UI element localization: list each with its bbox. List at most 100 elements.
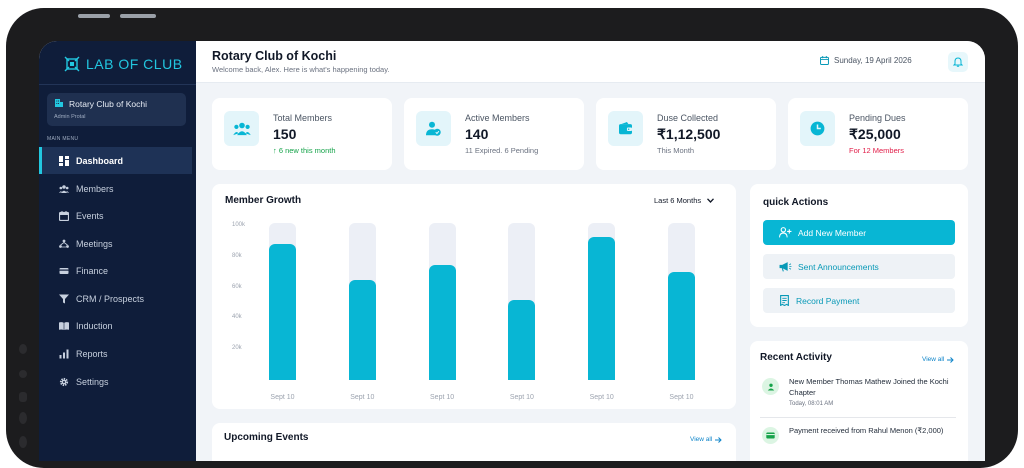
finance-icon [59, 267, 69, 274]
x-tick-label: Sept 10 [430, 394, 455, 401]
sidebar-item-reports[interactable]: Reports [39, 340, 192, 367]
sidebar-item-label: Events [76, 210, 104, 221]
bar[interactable] [668, 272, 695, 380]
events-icon [59, 210, 69, 221]
quick-actions-card: quick Actions Add New Member Sent Announ… [750, 184, 968, 327]
chevron-down-icon [707, 198, 715, 203]
device-button [19, 370, 27, 378]
sidebar-item-label: Induction [76, 320, 113, 331]
x-tick-label: Sept 10 [589, 394, 614, 401]
activity-time: Today, 08:01 AM [789, 401, 834, 407]
members-icon [224, 111, 259, 146]
club-switcher[interactable]: Rotary Club of Kochi Admin Protal [47, 93, 186, 126]
view-all-label: View all [690, 436, 713, 443]
device-button [19, 436, 27, 448]
view-all-label: View all [922, 356, 945, 363]
notifications-button[interactable] [948, 52, 968, 72]
stat-label: Active Members [465, 113, 530, 123]
sidebar-item-label: Reports [76, 348, 108, 359]
chart-title: Member Growth [225, 195, 302, 206]
page-title: Rotary Club of Kochi [212, 49, 337, 63]
recent-activity-card: Recent Activity View all New Member Thom… [750, 341, 968, 461]
sidebar-item-finance[interactable]: Finance [39, 257, 192, 284]
funnel-icon [59, 294, 69, 303]
device-camera-bar [120, 14, 156, 18]
x-tick-label: Sept 10 [509, 394, 534, 401]
logo-icon [64, 56, 80, 72]
user-icon [762, 378, 779, 395]
y-tick-label: 40k [232, 314, 242, 321]
record-payment-button[interactable]: Record Payment [763, 288, 955, 313]
page-subtitle: Welcome back, Alex. Here is what's happe… [212, 65, 390, 74]
sidebar-item-meetings[interactable]: Meetings [39, 230, 192, 257]
sidebar-item-crm-prospects[interactable]: CRM / Prospects [39, 285, 192, 312]
stat-value: 140 [465, 126, 489, 142]
y-tick-label: 60k [232, 283, 242, 290]
sidebar-item-settings[interactable]: Settings [39, 368, 192, 395]
stat-card-pending-dues: Pending Dues ₹25,000 For 12 Members [788, 98, 968, 170]
device-button [19, 412, 27, 424]
divider [39, 84, 196, 85]
y-tick-label: 20k [232, 345, 242, 352]
meetings-icon [59, 239, 69, 248]
menu-section-label: MAIN MENU [47, 136, 79, 142]
sidebar: LAB OF CLUB Rotary Club of Kochi Admin P… [39, 41, 196, 461]
app-logo[interactable]: LAB OF CLUB [64, 53, 183, 75]
activity-text: Payment received from Rahul Menon (₹2,00… [789, 426, 944, 435]
gear-icon [59, 377, 69, 386]
top-header: Rotary Club of Kochi Welcome back, Alex.… [196, 41, 985, 83]
stat-label: Duse Collected [657, 113, 719, 123]
stat-value: 150 [273, 126, 297, 142]
arrow-right-icon [715, 436, 722, 443]
x-tick-label: Sept 10 [669, 394, 694, 401]
upcoming-events-card: Upcoming Events View all [212, 423, 736, 461]
date-display: Sunday, 19 April 2026 [820, 56, 912, 65]
megaphone-icon [779, 262, 792, 272]
device-camera-bar [78, 14, 110, 18]
sent-announcements-button[interactable]: Sent Announcements [763, 254, 955, 279]
payment-icon [762, 427, 779, 444]
bar[interactable] [269, 244, 296, 380]
sidebar-item-label: CRM / Prospects [76, 293, 145, 304]
upcoming-events-view-all-link[interactable]: View all [690, 436, 722, 443]
clock-icon [800, 111, 835, 146]
club-role: Admin Protal [54, 114, 86, 120]
stat-note: 11 Expired. 6 Pending [465, 146, 539, 155]
sidebar-item-induction[interactable]: Induction [39, 312, 192, 339]
building-icon [55, 99, 63, 107]
sidebar-item-label: Finance [76, 265, 109, 276]
button-label: Sent Announcements [798, 261, 879, 272]
logo-text: LAB OF CLUB [86, 56, 183, 72]
add-new-member-button[interactable]: Add New Member [763, 220, 955, 245]
calendar-icon [820, 56, 829, 65]
x-tick-label: Sept 10 [350, 394, 375, 401]
upcoming-events-title: Upcoming Events [224, 432, 309, 443]
bar[interactable] [588, 236, 616, 380]
sidebar-item-label: Meetings [76, 238, 113, 249]
sidebar-item-events[interactable]: Events [39, 202, 192, 229]
y-tick-label: 100k [232, 222, 246, 228]
date-text: Sunday, 19 April 2026 [834, 56, 912, 65]
active-member-icon [416, 111, 451, 146]
members-icon [59, 184, 69, 193]
stat-label: Pending Dues [849, 113, 906, 123]
activity-text: New Member Thomas Mathew Joined the Koch… [789, 377, 949, 397]
stat-card-dues-collected: Duse Collected ₹1,12,500 This Month [596, 98, 776, 170]
sidebar-item-dashboard[interactable]: Dashboard [39, 147, 192, 174]
bar[interactable] [428, 264, 456, 380]
dashboard-icon [59, 155, 69, 166]
bar[interactable] [508, 299, 536, 380]
sidebar-item-label: Dashboard [76, 155, 124, 166]
reports-icon [59, 349, 69, 358]
add-user-icon [779, 227, 792, 238]
device-button [19, 344, 27, 354]
stat-note: ↑ 6 new this month [273, 146, 336, 155]
sidebar-item-members[interactable]: Members [39, 175, 192, 202]
club-name: Rotary Club of Kochi [69, 99, 147, 109]
recent-activity-view-all-link[interactable]: View all [922, 356, 954, 363]
y-tick-label: 80k [232, 252, 242, 259]
bar[interactable] [348, 279, 376, 380]
range-dropdown[interactable]: Last 6 Months [654, 196, 715, 205]
receipt-icon [780, 295, 789, 306]
quick-actions-title: quick Actions [763, 197, 829, 208]
